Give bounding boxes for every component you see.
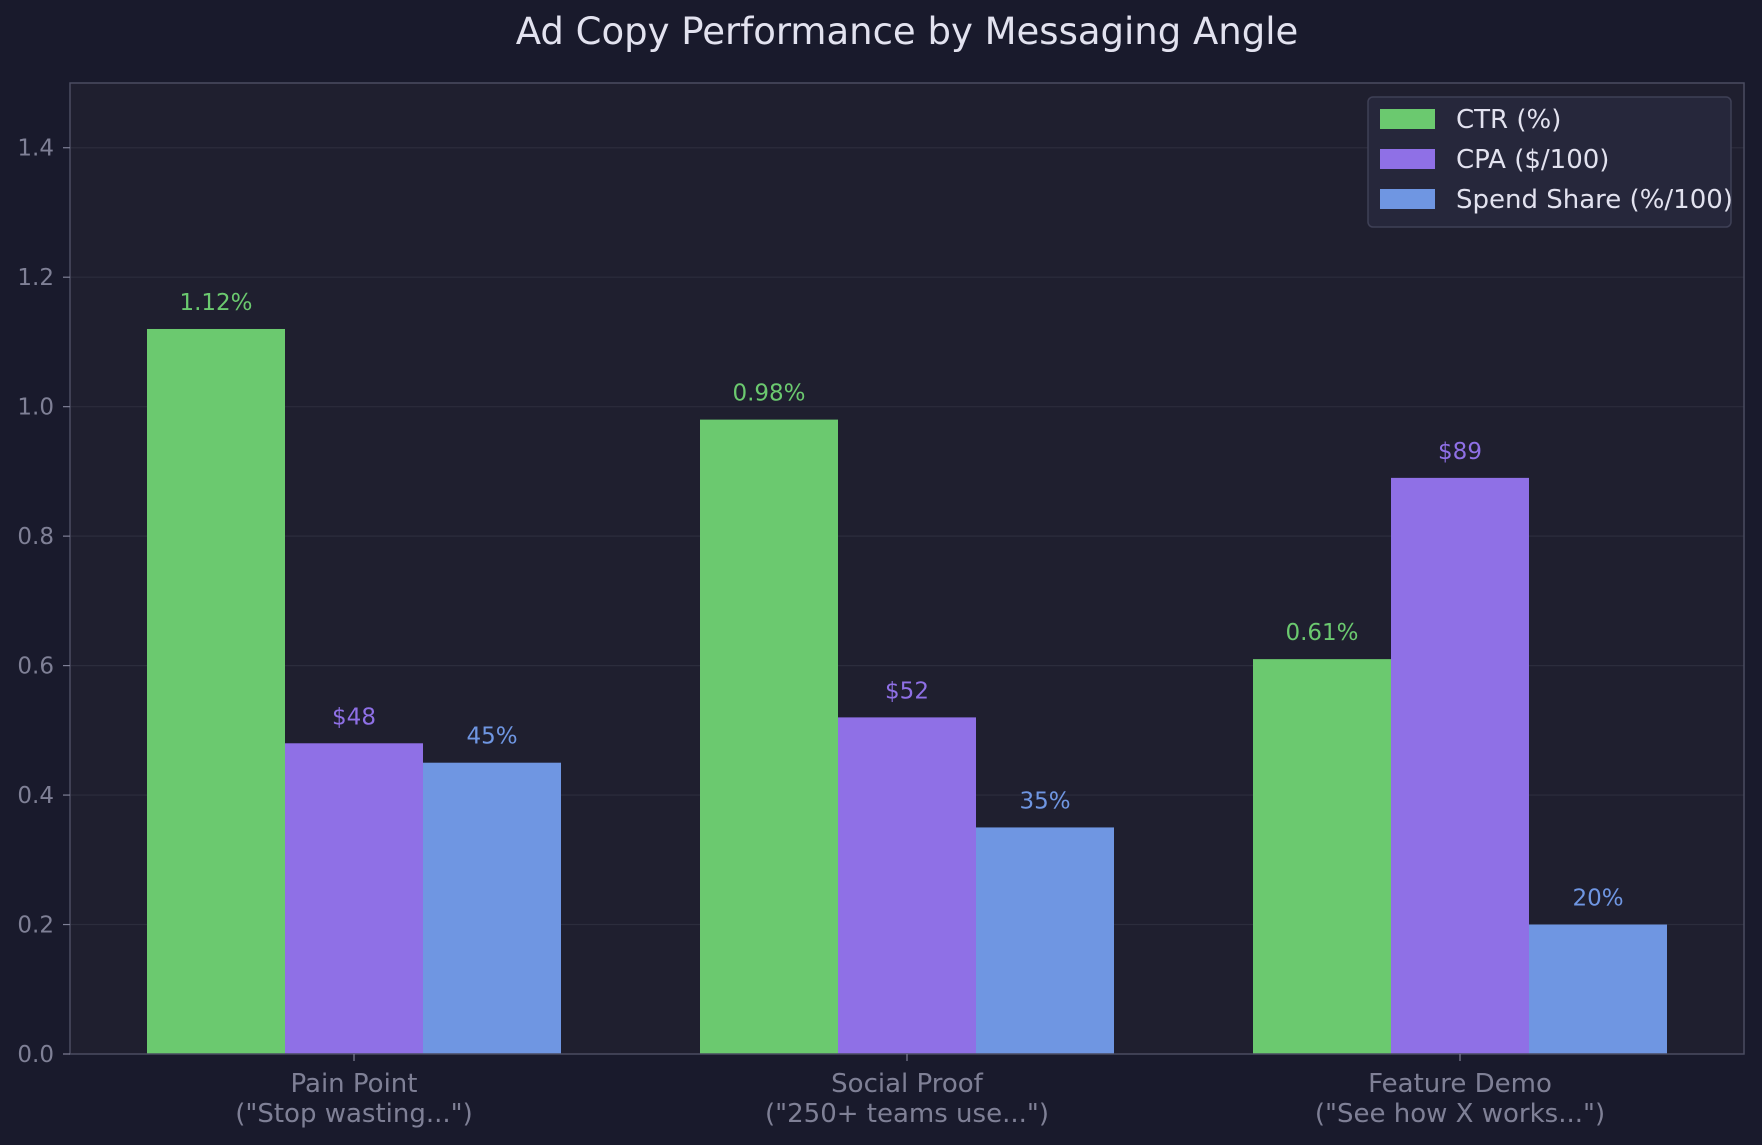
bar-value-label: $48 <box>332 704 376 730</box>
bar-ctr-1 <box>147 328 285 1054</box>
bar-spend-2 <box>976 827 1114 1054</box>
legend-swatch <box>1380 109 1435 129</box>
y-tick-label: 1.0 <box>17 395 54 421</box>
bar-value-label: $89 <box>1438 439 1482 465</box>
bar-spend-3 <box>1529 924 1667 1054</box>
bar-value-label: 45% <box>466 724 517 750</box>
bar-value-label: 1.12% <box>179 290 252 316</box>
bar-value-label: 0.61% <box>1285 620 1358 646</box>
bar-cpa-2 <box>838 717 976 1054</box>
legend-swatch <box>1380 189 1435 209</box>
legend-label: CPA ($/100) <box>1456 145 1609 175</box>
bar-value-labels: 1.12% 0.98% 0.61% $48 $52 $89 45% 35% 20% <box>179 290 1623 912</box>
bar-value-label: $52 <box>885 678 929 704</box>
y-tick-label: 1.4 <box>17 136 54 162</box>
x-tick-sublabel: ("250+ teams use...") <box>765 1099 1049 1129</box>
x-tick-sublabel: ("See how X works...") <box>1315 1099 1605 1129</box>
legend-swatch <box>1380 149 1435 169</box>
bar-ctr-2 <box>700 419 838 1054</box>
y-tick-label: 0.4 <box>17 783 54 809</box>
bar-cpa-3 <box>1391 477 1529 1055</box>
y-tick-label: 0.0 <box>17 1042 54 1068</box>
legend-label: CTR (%) <box>1456 105 1561 135</box>
y-tick-label: 0.2 <box>17 913 54 939</box>
bar-spend-1 <box>423 762 561 1054</box>
x-tick-label: Social Proof <box>831 1069 984 1099</box>
bar-value-label: 35% <box>1019 788 1070 814</box>
x-tick-sublabel: ("Stop wasting...") <box>235 1099 473 1129</box>
bar-cpa-1 <box>285 743 423 1054</box>
bars <box>147 328 1667 1055</box>
y-tick-label: 0.6 <box>17 654 54 680</box>
legend-label: Spend Share (%/100) <box>1456 185 1733 215</box>
bar-ctr-3 <box>1253 659 1391 1054</box>
y-axis: 0.0 0.2 0.4 0.6 0.8 1.0 1.2 1.4 <box>17 136 70 1068</box>
legend: CTR (%) CPA ($/100) Spend Share (%/100) <box>1367 96 1733 228</box>
chart-title: Ad Copy Performance by Messaging Angle <box>516 10 1299 53</box>
x-tick-label: Pain Point <box>291 1069 418 1099</box>
y-tick-label: 0.8 <box>17 524 54 550</box>
bar-value-label: 0.98% <box>732 381 805 407</box>
x-tick-label: Feature Demo <box>1368 1069 1552 1099</box>
x-axis: Pain Point("Stop wasting...") Social Proo… <box>235 1054 1605 1129</box>
legend-box <box>1367 96 1732 228</box>
y-tick-label: 1.2 <box>17 265 54 291</box>
bar-value-label: 20% <box>1572 886 1623 912</box>
